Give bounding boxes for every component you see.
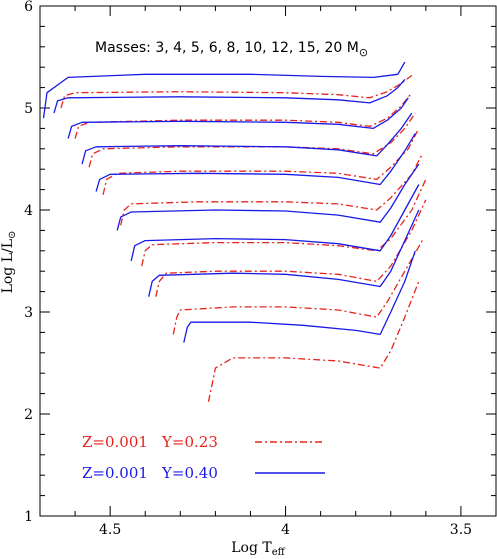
track-red-3msun [207, 281, 420, 402]
track-blue-3msun [183, 250, 416, 343]
track-blue-8msun [95, 133, 416, 192]
y-tick-label: 1 [24, 509, 33, 525]
solar-symbol-sub: ⊙ [359, 46, 368, 59]
axis-ticks: 4.5 4 3.5 1 2 3 4 5 6 [24, 0, 497, 538]
track-red-15msun [74, 92, 413, 139]
track-blue-12msun [67, 97, 409, 139]
legend-red-z: Z=0.001 [82, 433, 148, 451]
track-blue-20msun [42, 61, 406, 119]
legend-blue-z: Z=0.001 [82, 464, 148, 482]
track-blue-6msun [116, 163, 420, 231]
x-tick-label: 4.5 [99, 522, 121, 538]
track-red-20msun [60, 74, 413, 109]
track-red-12msun [88, 112, 416, 168]
track-red-5msun [155, 199, 427, 297]
plot-frame [39, 5, 497, 517]
y-axis-title: Log L/L⊙ [0, 231, 18, 294]
evolutionary-tracks [42, 61, 427, 402]
track-blue-4msun [148, 209, 420, 297]
x-tick-label: 4 [281, 522, 290, 538]
track-red-6msun [141, 179, 427, 267]
legend-red-y: Y=0.23 [161, 433, 218, 451]
track-red-8msun [120, 153, 423, 226]
y-tick-label: 6 [24, 0, 33, 15]
x-tick-label: 3.5 [450, 522, 472, 538]
track-blue-5msun [130, 184, 420, 262]
track-blue-10msun [81, 112, 413, 165]
track-blue-15msun [53, 78, 406, 114]
masses-annotation: Masses: 3, 4, 5, 6, 8, 10, 12, 15, 20 M⊙ [95, 40, 368, 59]
y-tick-label: 4 [24, 203, 33, 219]
y-tick-label: 2 [24, 407, 33, 423]
legend: Z=0.001 Y=0.23 Z=0.001 Y=0.40 [82, 433, 325, 482]
x-axis-title: Log Teff [231, 540, 285, 558]
track-red-10msun [102, 128, 420, 195]
legend-blue-y: Y=0.40 [161, 464, 218, 482]
y-tick-label: 5 [24, 101, 33, 117]
y-tick-label: 3 [24, 305, 33, 321]
track-red-4msun [172, 240, 423, 335]
